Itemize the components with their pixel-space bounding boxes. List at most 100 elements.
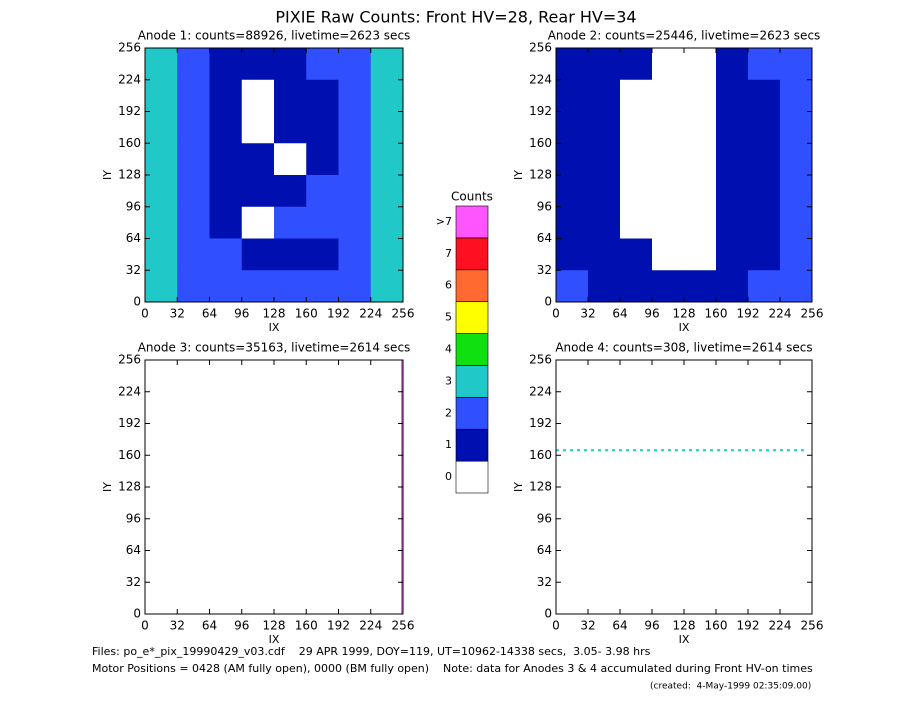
- x-tick-label: 32: [170, 307, 185, 321]
- heat-cell: [241, 143, 275, 176]
- heat-cell: [620, 270, 653, 303]
- heat-cell: [588, 79, 621, 112]
- heat-cell: [370, 270, 404, 303]
- colorbar-swatch: [455, 333, 489, 366]
- heat-cell: [145, 48, 178, 81]
- x-tick-label: 128: [263, 307, 286, 321]
- figure-title: PIXIE Raw Counts: Front HV=28, Rear HV=3…: [275, 8, 636, 27]
- heat-cell: [370, 79, 404, 112]
- colorbar-title: Counts: [451, 190, 493, 204]
- x-tick-label: 0: [552, 307, 560, 321]
- colorbar-label: 1: [445, 438, 452, 451]
- x-tick-label: 192: [327, 307, 350, 321]
- heat-cell: [684, 48, 717, 81]
- y-tick-label: 224: [118, 72, 141, 86]
- heat-cell: [716, 143, 749, 176]
- y-tick-label: 128: [118, 480, 141, 494]
- heat-cell: [716, 238, 749, 271]
- heat-cell: [306, 79, 339, 112]
- heat-cell: [145, 238, 178, 271]
- heat-cell: [588, 270, 621, 303]
- x-tick-label: 160: [295, 307, 318, 321]
- heat-cell: [177, 206, 210, 239]
- y-tick-label: 256: [529, 353, 552, 367]
- heat-cell: [748, 79, 781, 112]
- heat-cell: [780, 48, 813, 81]
- heat-cell: [241, 206, 275, 239]
- x-tick-label: 160: [705, 307, 728, 321]
- x-tick-label: 32: [580, 619, 595, 633]
- y-tick-label: 32: [537, 575, 552, 589]
- heat-cell: [209, 48, 243, 81]
- heat-cell: [748, 270, 781, 303]
- heat-cell: [748, 111, 781, 144]
- x-axis-label: IX: [269, 633, 280, 646]
- x-axis-label: IX: [679, 633, 690, 646]
- colorbar-swatch: [455, 237, 489, 271]
- heat-cell: [338, 111, 372, 144]
- panel-title: Anode 3: counts=35163, livetime=2614 sec…: [138, 341, 411, 355]
- heat-cell: [588, 175, 621, 208]
- heat-cell: [145, 111, 178, 144]
- x-tick-label: 192: [327, 619, 350, 633]
- y-tick-label: 64: [126, 231, 141, 245]
- heat-cell: [556, 111, 589, 144]
- x-tick-label: 64: [612, 619, 627, 633]
- panel-title: Anode 1: counts=88926, livetime=2623 sec…: [138, 29, 411, 43]
- heat-cell: [338, 270, 372, 303]
- colorbar-label: >7: [436, 215, 452, 228]
- heat-cell: [209, 238, 243, 271]
- colorbar-label: 4: [445, 343, 452, 356]
- heat-cell: [556, 79, 589, 112]
- heat-cell: [716, 79, 749, 112]
- heat-cell: [652, 111, 685, 144]
- heat-cell: [748, 238, 781, 271]
- heat-cell: [241, 270, 275, 303]
- colorbar-swatch: [455, 269, 489, 302]
- y-axis-label: IY: [512, 170, 525, 180]
- heat-cell: [780, 270, 813, 303]
- x-tick-label: 224: [769, 307, 792, 321]
- x-tick-label: 96: [234, 307, 249, 321]
- heat-cell: [145, 270, 178, 303]
- y-tick-label: 192: [529, 416, 552, 430]
- colorbar-swatch: [455, 205, 489, 239]
- heat-cell: [338, 48, 372, 81]
- y-tick-label: 256: [118, 41, 141, 55]
- heat-cell: [748, 206, 781, 239]
- x-axis-label: IX: [269, 321, 280, 334]
- plot-frame: [555, 359, 813, 615]
- panel-title: Anode 2: counts=25446, livetime=2623 sec…: [548, 29, 821, 43]
- heat-cell: [370, 175, 404, 208]
- colorbar-swatch: [455, 428, 489, 462]
- heat-cell: [177, 111, 210, 144]
- heat-cell: [274, 79, 307, 112]
- heat-cell: [716, 270, 749, 303]
- heat-cell: [620, 206, 653, 239]
- y-tick-label: 96: [537, 199, 552, 213]
- heat-cell: [652, 206, 685, 239]
- heat-cell: [177, 270, 210, 303]
- heat-cell: [145, 206, 178, 239]
- heat-cell: [177, 175, 210, 208]
- heat-cell: [145, 79, 178, 112]
- x-axis-label: IX: [679, 321, 690, 334]
- colorbar-label: 7: [445, 247, 452, 260]
- heat-cell: [652, 143, 685, 176]
- x-tick-label: 128: [673, 619, 696, 633]
- heat-cell: [370, 206, 404, 239]
- heat-cell: [209, 175, 243, 208]
- y-tick-label: 160: [118, 136, 141, 150]
- x-tick-label: 0: [552, 619, 560, 633]
- heat-cell: [684, 111, 717, 144]
- heat-cell: [177, 238, 210, 271]
- heat-cell: [241, 111, 275, 144]
- y-tick-label: 96: [537, 511, 552, 525]
- heat-cell: [306, 206, 339, 239]
- y-tick-label: 224: [529, 384, 552, 398]
- heat-cell: [716, 175, 749, 208]
- heat-cell: [274, 270, 307, 303]
- heat-cell: [620, 238, 653, 271]
- x-tick-label: 64: [202, 307, 217, 321]
